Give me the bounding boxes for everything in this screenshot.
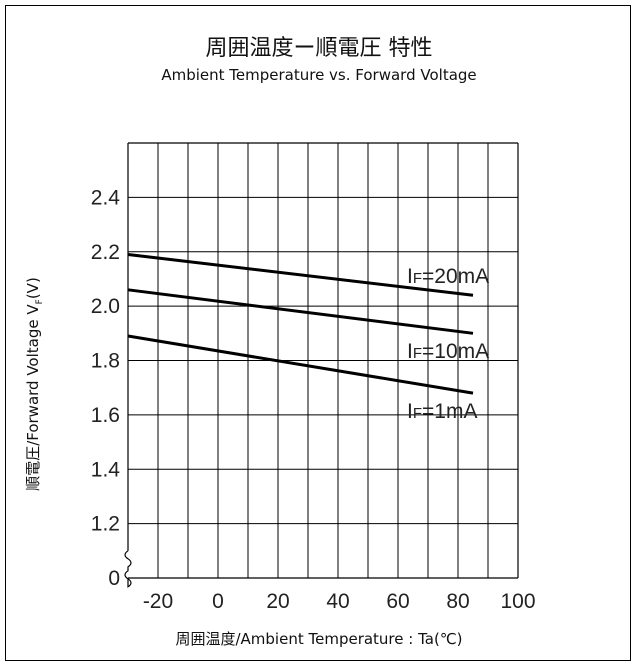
y-tick-label: 1.6	[91, 404, 120, 427]
y-tick-label: 0	[108, 567, 120, 590]
y-tick-label: 2.2	[91, 241, 120, 264]
chart-frame	[5, 5, 631, 661]
x-tick-label: 100	[500, 590, 535, 613]
y-tick-label: 1.8	[91, 350, 120, 373]
series-lines	[127, 252, 474, 395]
series-line	[127, 334, 474, 395]
series-line	[127, 252, 474, 297]
series-labels: IF=20mA IF=10mA IF=1mA	[407, 265, 489, 423]
tick-labels: 2.4 2.2 2.0 1.8 1.6 1.4 1.2 0 -20 0 20 40 60 80 100	[91, 186, 536, 613]
chart-subtitle: Ambient Temperature vs. Forward Voltage	[161, 66, 477, 84]
x-tick-label: 80	[446, 590, 469, 613]
x-tick-label: 60	[386, 590, 409, 613]
x-axis-label: 周囲温度/Ambient Temperature : Ta(℃)	[175, 630, 463, 648]
y-tick-label: 1.4	[91, 458, 121, 481]
series-label: IF=10mA	[407, 340, 489, 363]
y-tick-label: 1.2	[91, 513, 120, 536]
grid	[128, 143, 518, 578]
axis-break	[124, 550, 132, 588]
axes	[124, 142, 519, 588]
series-label: IF=1mA	[407, 400, 477, 423]
x-tick-label: -20	[143, 590, 173, 613]
series-line	[127, 288, 474, 335]
x-tick-label: 40	[326, 590, 349, 613]
x-tick-label: 20	[266, 590, 289, 613]
series-label: IF=20mA	[407, 265, 489, 288]
y-tick-label: 2.4	[91, 186, 121, 209]
x-tick-label: 0	[212, 590, 224, 613]
y-tick-label: 2.0	[91, 295, 120, 318]
chart-title: 周囲温度ー順電圧 特性	[205, 36, 433, 61]
